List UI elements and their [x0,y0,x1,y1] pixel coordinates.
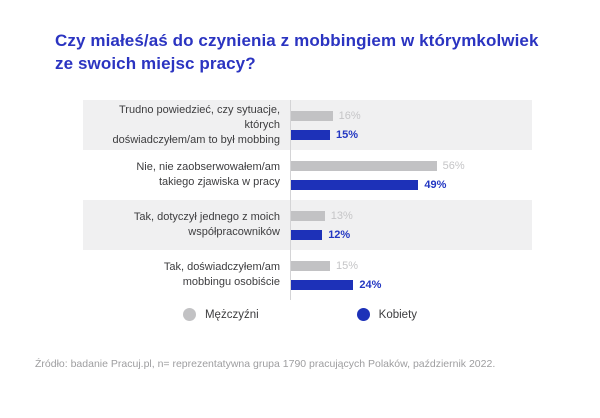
bar-women [291,279,354,290]
bar-line-women: 49% [291,178,532,191]
legend-item-men: Mężczyźni [182,308,259,321]
bar-line-men: 16% [291,109,532,122]
value-label-women: 24% [359,278,382,291]
legend-item-women: Kobiety [356,308,418,321]
bar-men [291,260,330,271]
category-label: Nie, nie zaobserwowałem/am takiego zjawi… [136,161,280,188]
source-note: Źródło: badanie Pracuj.pl, n= reprezenta… [35,358,496,370]
legend-dot-men-icon [182,308,196,321]
category-label: Tak, doświadczyłem/am mobbingu osobiście [163,261,280,288]
bar-chart: Trudno powiedzieć, czy sytuacje, których… [83,100,532,300]
value-label-men: 15% [336,259,359,272]
bar-line-women: 12% [291,228,532,241]
chart-row: Nie, nie zaobserwowałem/am takiego zjawi… [83,150,532,200]
legend-label-women: Kobiety [378,308,418,321]
row-bars: 13% 12% [290,200,532,250]
bar-men [291,210,325,221]
chart-row: Trudno powiedzieć, czy sytuacje, których… [83,100,532,150]
bar-line-men: 15% [291,259,532,272]
bar-men [291,110,333,121]
category-label: Tak, dotyczył jednego z moich współpraco… [133,211,280,238]
bar-men [291,160,437,171]
value-label-men: 13% [330,209,353,222]
bar-women [291,179,419,190]
row-bars: 15% 24% [290,250,532,300]
legend-dot-women-icon [356,308,370,321]
bar-line-men: 56% [291,159,532,172]
chart-legend: Mężczyźni Kobiety [0,308,600,321]
bar-women [291,229,323,240]
value-label-men: 16% [338,109,361,122]
chart-rows: Trudno powiedzieć, czy sytuacje, których… [83,100,532,300]
bar-line-women: 15% [291,128,532,141]
row-bars: 16% 15% [290,100,532,150]
chart-row: Tak, doświadczyłem/am mobbingu osobiście… [83,250,532,300]
value-label-women: 15% [336,128,359,141]
bar-line-women: 24% [291,278,532,291]
bar-women [291,129,330,140]
legend-label-men: Mężczyźni [204,308,259,321]
value-label-men: 56% [442,159,465,172]
category-label: Trudno powiedzieć, czy sytuacje, których… [112,103,280,146]
row-bars: 56% 49% [290,150,532,200]
chart-row: Tak, dotyczył jednego z moich współpraco… [83,200,532,250]
chart-title: Czy miałeś/aś do czynienia z mobbingiem … [55,31,539,73]
value-label-women: 49% [424,178,447,191]
value-label-women: 12% [328,228,351,241]
bar-line-men: 13% [291,209,532,222]
